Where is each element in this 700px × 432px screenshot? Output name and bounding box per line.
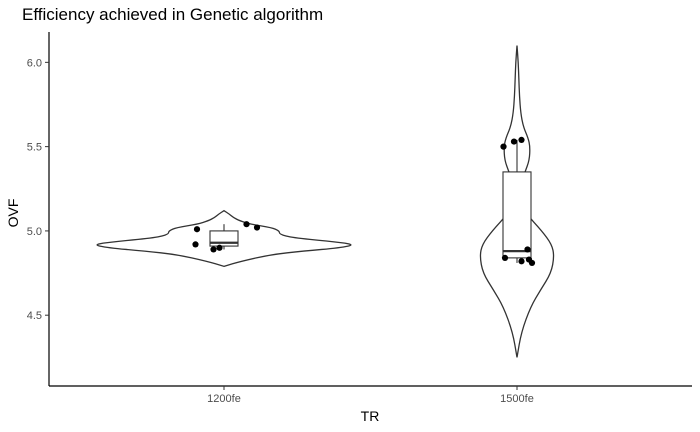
x-axis-title: TR	[361, 408, 380, 424]
plot-area: 4.5 5.0 5.5 6.0 1200fe 1500fe	[27, 32, 692, 405]
data-point	[518, 136, 525, 143]
y-axis-title: OVF	[5, 199, 21, 228]
x-tick-label: 1500fe	[500, 393, 534, 405]
y-tick-label: 5.5	[27, 142, 42, 154]
y-tick-label: 4.5	[27, 310, 42, 322]
data-point	[518, 258, 525, 265]
data-point	[524, 246, 531, 253]
violin-1500fe	[479, 45, 555, 358]
data-point	[210, 246, 217, 253]
box-1500fe	[502, 171, 532, 259]
data-point	[253, 224, 261, 231]
chart-title: Efficiency achieved in Genetic algorithm	[22, 5, 323, 24]
data-point	[192, 241, 199, 248]
y-tick-label: 5.0	[27, 226, 42, 238]
data-point	[501, 254, 509, 261]
violin-1200fe	[96, 209, 352, 267]
data-point	[528, 259, 536, 267]
data-point	[500, 143, 507, 150]
data-point	[193, 226, 201, 233]
data-point	[510, 138, 518, 145]
data-point	[216, 244, 223, 251]
data-point	[243, 221, 250, 228]
y-tick-label: 6.0	[27, 57, 42, 69]
x-tick-label: 1200fe	[207, 393, 241, 405]
